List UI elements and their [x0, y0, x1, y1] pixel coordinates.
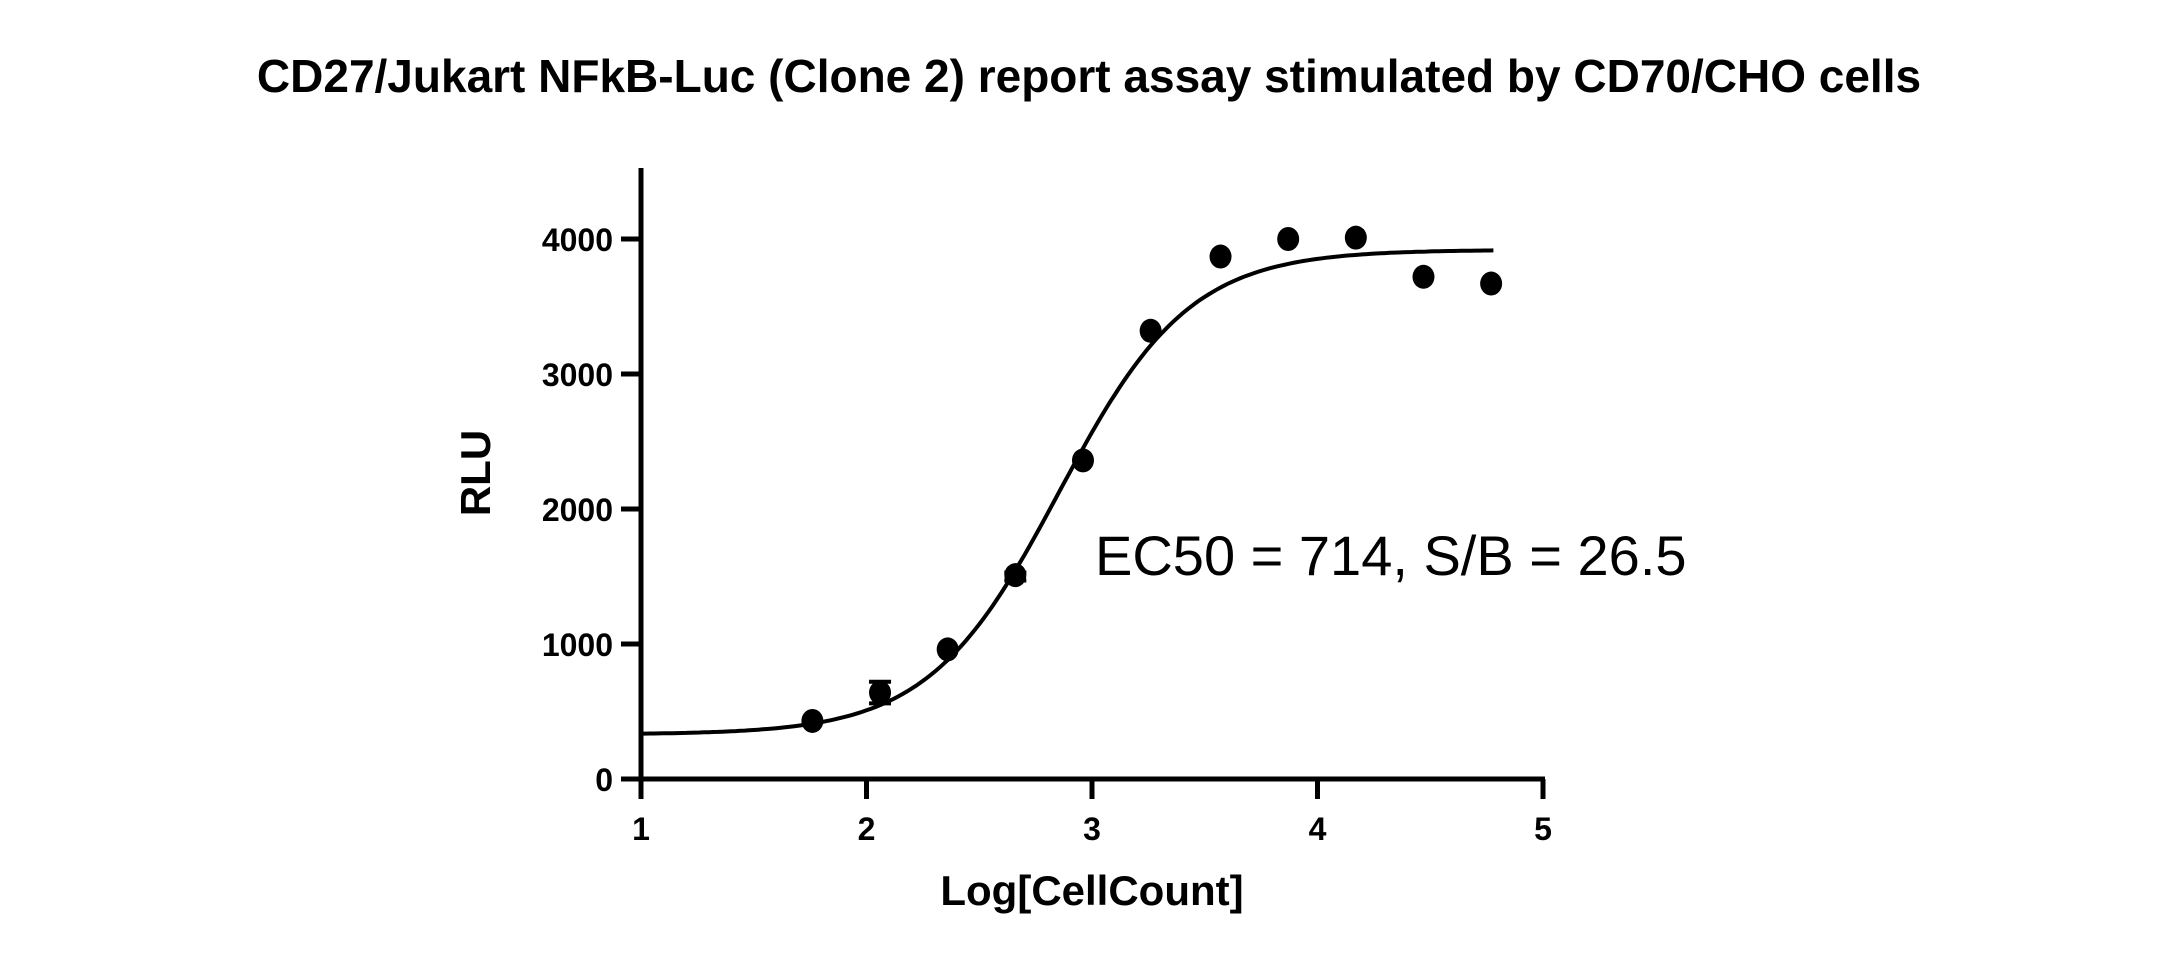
- x-tick-label: 1: [632, 811, 650, 847]
- data-point: [1344, 225, 1367, 250]
- y-axis-label: RLU: [452, 430, 499, 516]
- y-tick-label: 0: [595, 762, 613, 798]
- data-point: [936, 637, 959, 662]
- annotation: EC50 = 714, S/B = 26.5: [1095, 524, 1687, 587]
- data-point: [869, 680, 892, 705]
- chart-title: CD27/Jukart NFkB-Luc (Clone 2) report as…: [257, 50, 1921, 102]
- data-point: [1480, 271, 1503, 296]
- y-tick-label: 4000: [542, 222, 613, 258]
- data-point: [1412, 264, 1435, 289]
- x-tick-label: 4: [1309, 811, 1327, 847]
- data-point: [1004, 563, 1027, 588]
- y-tick-label: 3000: [542, 357, 613, 393]
- fit-curve: [641, 248, 1494, 736]
- data-point: [801, 708, 824, 733]
- x-axis-label: Log[CellCount]: [940, 867, 1243, 914]
- data-point: [1139, 318, 1162, 343]
- y-tick-label: 2000: [542, 492, 613, 528]
- data-point: [1071, 448, 1094, 473]
- y-tick-label: 1000: [542, 627, 613, 663]
- x-tick-label: 2: [858, 811, 876, 847]
- x-tick-label: 5: [1534, 811, 1552, 847]
- data-point: [1277, 227, 1300, 251]
- x-tick-label: 3: [1083, 811, 1101, 847]
- data-point: [1209, 244, 1232, 269]
